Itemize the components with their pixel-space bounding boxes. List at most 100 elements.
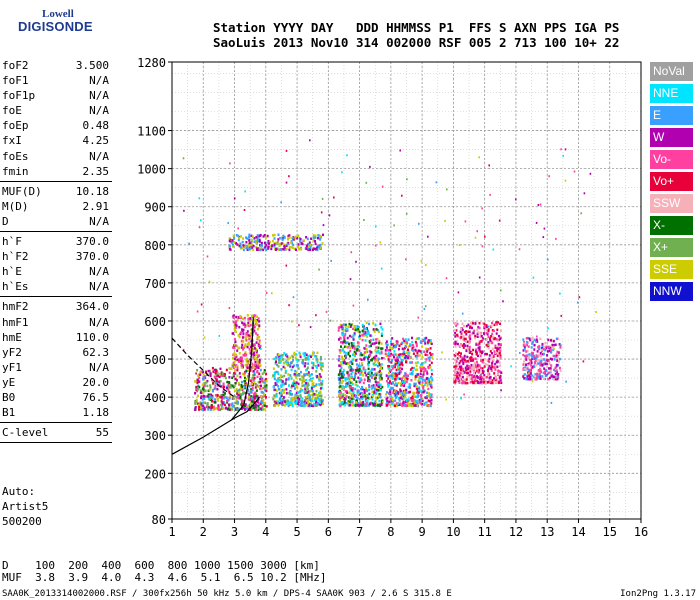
echo-point — [396, 394, 399, 397]
echo-point — [255, 404, 258, 407]
echo-point — [280, 385, 283, 389]
echo-point — [300, 246, 302, 250]
echo-point — [535, 363, 538, 367]
echo-point — [249, 320, 252, 323]
echo-point — [427, 387, 430, 391]
echo-point — [484, 352, 487, 356]
echo-point — [552, 343, 555, 347]
echo-point — [246, 405, 249, 408]
echo-point — [243, 386, 246, 389]
echo-point — [419, 367, 422, 370]
echo-point — [246, 357, 248, 361]
sparse-echo — [480, 373, 483, 376]
echo-point — [236, 365, 239, 368]
echo-point — [360, 401, 363, 405]
echo-point — [290, 239, 293, 243]
echo-point — [491, 379, 494, 382]
echo-point — [526, 340, 529, 344]
echo-point — [342, 336, 345, 339]
sparse-echo — [208, 280, 211, 283]
echo-point — [200, 404, 203, 408]
echo-point — [354, 404, 357, 407]
echo-point — [292, 373, 295, 376]
echo-point — [398, 363, 401, 366]
echo-point — [530, 364, 533, 367]
sparse-echo — [428, 378, 430, 381]
echo-point — [496, 372, 499, 375]
echo-point — [254, 349, 257, 352]
echo-point — [345, 345, 348, 348]
echo-point — [287, 373, 290, 376]
echo-point — [250, 398, 253, 401]
echo-point — [312, 391, 315, 394]
echo-point — [219, 372, 221, 376]
echo-point — [257, 366, 260, 369]
echo-point — [388, 400, 391, 404]
echo-point — [301, 381, 304, 385]
echo-point — [524, 343, 527, 346]
echo-point — [309, 389, 312, 393]
echo-point — [558, 343, 561, 346]
echo-point — [255, 236, 258, 239]
echo-point — [491, 329, 494, 332]
echo-point — [522, 373, 525, 377]
echo-point — [288, 392, 291, 395]
echo-point — [469, 366, 471, 369]
y-tick-label: 1000 — [137, 163, 166, 177]
sparse-echo — [243, 209, 246, 211]
echo-point — [200, 407, 203, 411]
echo-point — [231, 384, 234, 387]
echo-point — [240, 387, 243, 391]
echo-point — [453, 365, 456, 368]
echo-point — [389, 354, 392, 357]
echo-point — [522, 368, 525, 371]
echo-point — [533, 338, 536, 342]
echo-point — [544, 341, 547, 345]
echo-point — [540, 354, 542, 358]
x-tick-label: 4 — [262, 525, 269, 539]
echo-point — [467, 330, 470, 333]
y-tick-label: 900 — [144, 201, 166, 215]
echo-point — [337, 373, 340, 376]
echo-point — [291, 384, 294, 387]
echo-point — [404, 380, 406, 384]
echo-point — [499, 364, 502, 367]
echo-point — [205, 370, 208, 373]
echo-point — [301, 389, 304, 392]
sparse-echo — [458, 244, 461, 247]
echo-point — [490, 335, 493, 338]
sparse-echo — [553, 347, 555, 350]
echo-point — [258, 320, 261, 323]
echo-point — [463, 337, 466, 341]
echo-point — [491, 363, 493, 367]
echo-point — [285, 378, 288, 381]
echo-point — [231, 346, 234, 349]
echo-point — [269, 244, 272, 248]
echo-point — [464, 330, 466, 334]
echo-point — [373, 390, 376, 394]
echo-point — [478, 321, 481, 325]
echo-point — [293, 352, 296, 356]
echo-point — [494, 381, 497, 384]
echo-point — [217, 406, 220, 410]
param-value: 0.48 — [82, 119, 110, 133]
echo-point — [293, 384, 296, 387]
echo-point — [246, 391, 249, 394]
echo-point — [490, 357, 493, 360]
echo-point — [351, 394, 354, 397]
echo-point — [426, 395, 429, 398]
echo-point — [339, 369, 342, 372]
echo-point — [240, 380, 243, 384]
sparse-echo — [265, 291, 268, 294]
echo-point — [362, 332, 365, 335]
sparse-echo — [564, 179, 567, 182]
echo-point — [284, 404, 287, 407]
echo-point — [246, 360, 249, 363]
echo-point — [526, 367, 529, 370]
echo-point — [275, 356, 278, 359]
echo-point — [352, 344, 355, 348]
echo-point — [307, 371, 310, 374]
echo-point — [390, 395, 393, 398]
echo-point — [418, 354, 421, 357]
echo-point — [466, 359, 469, 363]
